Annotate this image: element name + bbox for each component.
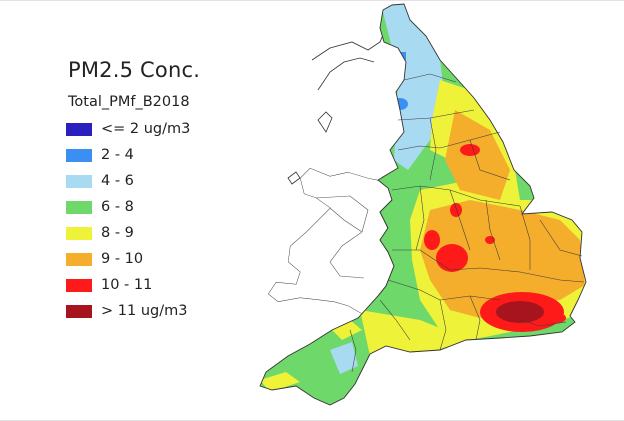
legend-title: PM2.5 Conc. <box>68 58 201 82</box>
legend-field-name: Total_PMf_B2018 <box>68 94 190 110</box>
county-boundary <box>469 139 511 181</box>
county-boundary <box>392 249 585 283</box>
legend-item: 8 - 9 <box>66 220 266 246</box>
pm25-map <box>259 3 587 406</box>
scotland-border <box>311 27 387 61</box>
legend-item: 9 - 10 <box>66 246 266 272</box>
legend-item: 10 - 11 <box>66 272 266 298</box>
england-coastline <box>259 3 587 406</box>
county-boundary <box>449 189 471 251</box>
county-boundary <box>379 299 411 341</box>
wales-division-line <box>329 207 363 233</box>
county-boundary <box>439 299 447 351</box>
county-boundary <box>397 131 501 151</box>
legend-item: <= 2 ug/m3 <box>66 116 266 142</box>
scotland-coastline <box>317 57 375 91</box>
legend-label: <= 2 ug/m3 <box>101 121 191 137</box>
legend-label: 4 - 6 <box>101 173 134 189</box>
england-pm25-surface <box>260 4 586 405</box>
top-border <box>0 0 624 1</box>
county-boundary <box>349 329 357 373</box>
county-boundary <box>519 205 531 270</box>
legend-swatch <box>66 252 92 266</box>
legend-swatch <box>66 200 92 214</box>
legend-label: 6 - 8 <box>101 199 134 215</box>
legend-swatch <box>66 226 92 240</box>
legend-swatch <box>66 148 92 162</box>
legend-label: 9 - 10 <box>101 251 144 267</box>
legend-label: > 11 ug/m3 <box>101 303 188 319</box>
legend-item: 6 - 8 <box>66 194 266 220</box>
anglesey <box>287 171 301 185</box>
county-boundary <box>485 199 501 261</box>
legend: PM2.5 Conc. Total_PMf_B2018 <= 2 ug/m3 2… <box>66 58 266 324</box>
legend-item: 4 - 6 <box>66 168 266 194</box>
wales-division-line <box>315 195 369 279</box>
legend-swatch <box>66 278 92 292</box>
county-boundary <box>415 185 425 251</box>
legend-label: 10 - 11 <box>101 277 153 293</box>
legend-item: > 11 ug/m3 <box>66 298 266 324</box>
legend-swatch <box>66 122 92 136</box>
county-boundary <box>519 319 567 327</box>
isle-of-man <box>317 111 333 133</box>
legend-label: 8 - 9 <box>101 225 134 241</box>
county-boundary <box>539 219 583 257</box>
legend-swatch <box>66 304 92 318</box>
county-boundary <box>469 295 481 341</box>
legend-swatch <box>66 174 92 188</box>
wales-outline <box>268 168 394 314</box>
county-boundary <box>429 117 437 181</box>
county-boundaries <box>349 73 585 373</box>
legend-label: 2 - 4 <box>101 147 134 163</box>
legend-item: 2 - 4 <box>66 142 266 168</box>
county-boundary <box>403 73 457 83</box>
